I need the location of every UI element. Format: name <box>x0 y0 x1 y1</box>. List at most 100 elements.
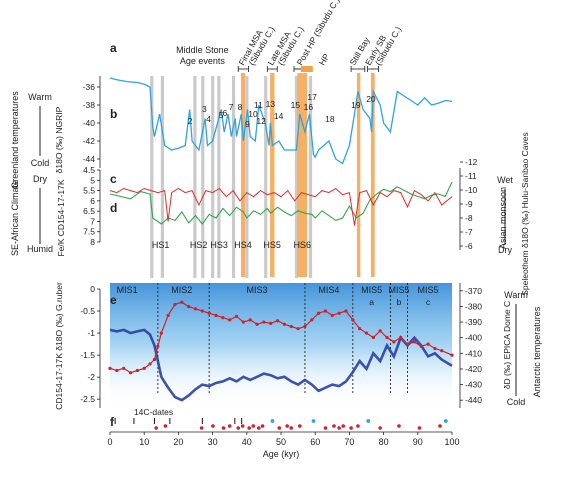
tick-label-left-b: -40 <box>83 118 96 128</box>
mis-sublabel-b: b <box>397 297 402 307</box>
date-point-red <box>256 426 261 430</box>
tick-label-left-cd: 5 <box>90 175 95 185</box>
axes-layer <box>39 76 517 435</box>
x-tick-label: 10 <box>139 437 149 447</box>
ruber-point <box>115 368 119 373</box>
date-point-red <box>378 426 382 430</box>
do-event-16: 16 <box>304 102 314 112</box>
msa-event-band <box>297 73 307 277</box>
ruber-point <box>173 302 177 307</box>
ruber-point <box>392 340 396 344</box>
left-b-warm: Warm <box>28 92 52 102</box>
date-point-red <box>341 424 346 428</box>
date-point-red <box>251 424 256 428</box>
mis-label-3: MIS4 <box>318 285 339 295</box>
right-e-title: Antarctic temperatures <box>532 306 542 397</box>
date-point-blue <box>443 419 448 423</box>
tick-label-left-b: -36 <box>83 82 96 92</box>
msa-event-label-3: HP <box>317 51 332 67</box>
right-cd-ylabel: Speleothem δ18O (‰) Hulu-Sanbao Caves <box>520 132 530 295</box>
date-point-red <box>323 426 328 430</box>
x-tick-label: 30 <box>208 437 218 447</box>
mis-sublabel-a: a <box>369 297 374 307</box>
tick-label-left-e: -1.5 <box>80 350 95 360</box>
do-event-10: 10 <box>248 109 258 119</box>
tick-label-left-e: -2.5 <box>80 394 95 404</box>
x-tick-label: 80 <box>379 437 389 447</box>
ruber-point <box>234 314 239 318</box>
left-e-ylabel: CD154-17-17K δ18O (‰) G.ruber <box>54 282 64 410</box>
mis-label-1: MIS2 <box>171 285 192 295</box>
mis-label-4: MIS5 <box>361 285 382 295</box>
ruber-point <box>207 311 211 315</box>
ruber-point <box>289 324 293 329</box>
panel-label-b: b <box>110 107 117 121</box>
date-point-red <box>211 424 215 428</box>
date-point-red <box>337 426 341 430</box>
ruber-point <box>371 335 375 340</box>
ruber-point <box>241 320 245 324</box>
ruber-point <box>214 313 218 318</box>
ruber-point <box>405 342 410 346</box>
tick-label-right-e: -420 <box>465 364 482 374</box>
ruber-point <box>142 366 146 370</box>
do-event-6: 6 <box>223 108 228 118</box>
date-point-red <box>277 426 282 430</box>
heinrich-gray-band <box>217 76 221 278</box>
ruber-point <box>310 318 314 322</box>
ruber-point <box>330 313 334 318</box>
tick-label-left-b: -42 <box>83 136 96 146</box>
mis-label-2: MIS3 <box>247 285 268 295</box>
date-point-red <box>247 426 251 430</box>
mis-label-5: MIS5 <box>388 285 409 295</box>
tick-label-left-cd: 4.5 <box>83 165 95 175</box>
ruber-point <box>156 344 160 348</box>
fek-series-line <box>109 187 453 226</box>
tick-label-left-b: -44 <box>83 154 96 164</box>
x-tick-label: 90 <box>413 437 423 447</box>
ruber-point <box>426 342 430 346</box>
ruber-point <box>303 324 307 329</box>
ruber-point <box>269 321 273 325</box>
speleothem-series-line <box>109 181 453 225</box>
heinrich-gray-band <box>245 76 249 278</box>
tick-label-right-e: -400 <box>465 333 482 343</box>
x-axis-label: Age (kyr) <box>263 449 300 459</box>
date-point-red <box>227 424 232 428</box>
x-tick-label: 20 <box>173 437 183 447</box>
heinrich-gray-band <box>231 76 236 278</box>
panel-label-c: c <box>110 172 117 186</box>
left-cd-ylabel: Fe/K CD154-17-17K <box>56 179 66 256</box>
date-point-blue <box>270 419 275 423</box>
tick-label-left-cd: 7 <box>90 216 95 226</box>
do-event-14: 14 <box>274 111 284 121</box>
do-event-13: 13 <box>266 99 276 109</box>
ruber-point <box>166 313 170 318</box>
tick-label-left-cd: 8 <box>90 237 95 247</box>
tick-label-right-cd: -10 <box>465 185 478 195</box>
do-event-17: 17 <box>307 92 317 102</box>
tick-label-left-cd: 7.5 <box>83 227 95 237</box>
ruber-point <box>450 353 454 357</box>
date-point-red <box>397 424 401 428</box>
ruber-point <box>128 371 133 375</box>
mis-sublabel-c: c <box>426 297 431 307</box>
heinrich-label-HS6: HS6 <box>293 240 311 250</box>
x-tick-label: 40 <box>242 437 252 447</box>
msa-event-band <box>240 73 246 277</box>
right-cd-dry: Dry <box>498 245 512 255</box>
do-event-7: 7 <box>229 102 234 112</box>
ruber-point <box>275 319 280 323</box>
tick-label-left-cd: 5.5 <box>83 186 95 196</box>
right-e-cold: Cold <box>507 397 526 407</box>
ruber-point <box>255 322 259 326</box>
panel-label-f: f <box>110 415 115 429</box>
hp-range-box <box>300 66 313 72</box>
do-event-19: 19 <box>351 100 361 110</box>
date-point-blue <box>366 419 371 423</box>
tick-label-right-e: -430 <box>465 380 482 390</box>
msa-event-band <box>370 73 375 277</box>
tick-label-right-cd: -7 <box>465 227 473 237</box>
right-cd-title: Asian monsoon <box>498 187 508 249</box>
